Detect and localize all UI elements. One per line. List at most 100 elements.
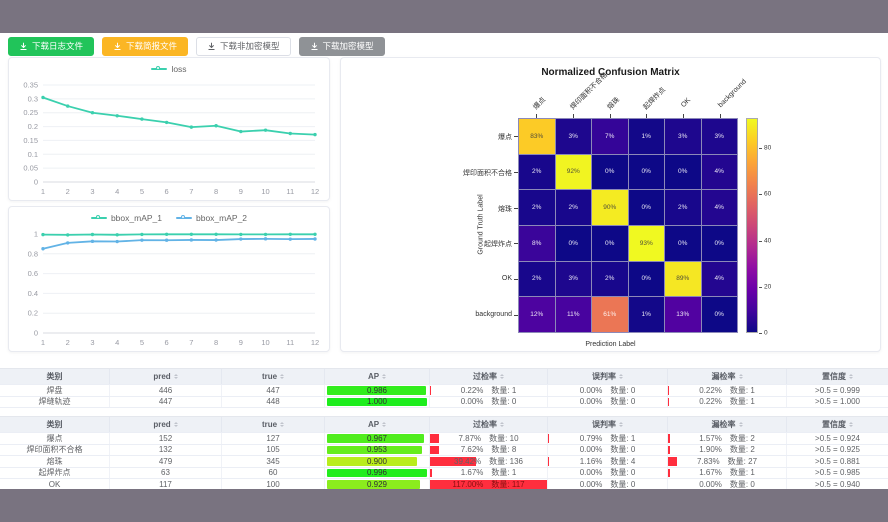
ap-bar — [327, 457, 417, 466]
column-header-AP[interactable]: AP — [325, 369, 430, 384]
column-header-过检率[interactable]: 过检率 — [430, 417, 548, 432]
cm-cell-2-5: 4% — [701, 190, 737, 225]
ap-bar — [327, 468, 427, 477]
legend-label: loss — [171, 64, 187, 74]
rate-percent: 0.00% — [460, 397, 484, 407]
rate-count: 数量: 1 — [610, 433, 636, 443]
ap-bar — [327, 480, 420, 489]
svg-text:0: 0 — [34, 329, 38, 338]
column-header-label: pred — [153, 420, 171, 429]
rate-bar — [668, 445, 671, 454]
rate-bar — [668, 468, 670, 477]
cm-column-label: 爆点 — [532, 96, 548, 112]
sort-caret-icon[interactable] — [500, 421, 504, 428]
cm-cell-0-0: 83% — [519, 119, 555, 154]
column-header-pred[interactable]: pred — [110, 417, 222, 432]
legend-item-loss[interactable]: loss — [151, 64, 187, 74]
rate-bar — [430, 434, 440, 443]
sort-caret-icon[interactable] — [849, 373, 853, 380]
column-header-类别: 类别 — [0, 369, 110, 384]
column-header-漏检率[interactable]: 漏检率 — [668, 417, 787, 432]
rate-percent: 0.00% — [579, 479, 603, 489]
column-header-true[interactable]: true — [222, 369, 325, 384]
sort-caret-icon[interactable] — [849, 421, 853, 428]
sort-caret-icon[interactable] — [382, 421, 387, 428]
cm-cell-0-3: 1% — [628, 119, 664, 154]
rate-bar — [430, 457, 477, 466]
cm-column-label: OK — [680, 96, 693, 109]
column-header-label: 过检率 — [473, 420, 497, 429]
sort-caret-icon[interactable] — [738, 421, 743, 428]
cm-cell-1-3: 0% — [628, 154, 664, 190]
sort-caret-icon[interactable] — [382, 373, 387, 380]
overkill-rate-cell: 7.62% 数量: 8 — [430, 444, 548, 455]
column-header-过检率[interactable]: 过检率 — [430, 369, 548, 384]
rate-bar — [668, 457, 678, 466]
confidence-cell: >0.5 = 0.881 — [815, 456, 860, 466]
rate-bar — [430, 386, 431, 395]
ap-bar — [327, 397, 427, 406]
miss-rate-cell: 1.90% 数量: 2 — [668, 444, 787, 455]
rate-percent: 0.22% — [699, 385, 722, 395]
legend-label: bbox_mAP_2 — [196, 213, 248, 223]
column-header-置信度[interactable]: 置信度 — [787, 369, 888, 384]
metrics-tables: 类别 pred true AP 过检率 误判率 漏检率 置信度 焊盘 446 447 0.986 0.2… — [0, 368, 888, 491]
svg-text:8: 8 — [214, 187, 218, 196]
download-button-4[interactable]: 下载加密模型 — [298, 37, 385, 56]
class-name-cell: 焊缝轨迹 — [0, 396, 110, 407]
sort-caret-icon[interactable] — [280, 421, 285, 428]
rate-bar — [548, 434, 549, 443]
cm-cell-3-1: 0% — [555, 226, 591, 261]
sort-caret-icon[interactable] — [619, 373, 623, 380]
cm-row-label: 焊印面积不合格 — [463, 169, 512, 177]
cm-cell-0-4: 3% — [665, 119, 701, 154]
sort-caret-icon[interactable] — [280, 373, 285, 380]
column-header-AP[interactable]: AP — [325, 417, 430, 432]
download-icon — [208, 42, 215, 50]
sort-caret-icon[interactable] — [173, 373, 178, 380]
window-top-bar — [0, 0, 888, 33]
sort-caret-icon[interactable] — [738, 373, 743, 380]
column-header-pred[interactable]: pred — [110, 369, 222, 384]
ap-value: 0.953 — [366, 445, 388, 455]
svg-text:1: 1 — [41, 187, 45, 196]
misjudge-rate-cell: 0.00% 数量: 0 — [548, 385, 668, 396]
confusion-matrix-card: Normalized Confusion Matrix 83% 3% 7% 1% 3% 3… — [340, 57, 881, 352]
rate-count: 数量: 0 — [610, 468, 636, 478]
cm-cell-3-3: 93% — [628, 226, 664, 261]
column-header-误判率[interactable]: 误判率 — [548, 369, 668, 384]
true-count-cell: 345 — [222, 456, 325, 467]
legend-item-bbox_mAP_1[interactable]: bbox_mAP_1 — [90, 213, 162, 223]
cm-cell-3-2: 0% — [592, 226, 628, 261]
svg-text:10: 10 — [261, 187, 269, 196]
svg-text:6: 6 — [165, 187, 169, 196]
sort-caret-icon[interactable] — [619, 421, 623, 428]
column-header-置信度[interactable]: 置信度 — [787, 417, 888, 432]
rate-count: 数量: 2 — [729, 445, 755, 455]
pred-count-cell: 479 — [110, 456, 222, 467]
download-button-label: 下载日志文件 — [32, 41, 84, 52]
confidence-cell: >0.5 = 1.000 — [815, 397, 860, 407]
column-header-true[interactable]: true — [222, 417, 325, 432]
ap-cell: 0.996 — [325, 467, 430, 478]
cm-column-label: background — [716, 78, 748, 109]
cm-cell-5-5: 0% — [701, 297, 737, 332]
column-header-漏检率[interactable]: 漏检率 — [668, 369, 787, 384]
column-header-误判率[interactable]: 误判率 — [548, 417, 668, 432]
download-button-3[interactable]: 下载非加密模型 — [196, 37, 291, 56]
download-button-2[interactable]: 下载简报文件 — [102, 37, 189, 56]
rate-percent: 7.83% — [696, 456, 720, 466]
rate-percent: 1.67% — [699, 468, 722, 478]
download-button-1[interactable]: 下载日志文件 — [8, 37, 95, 56]
cm-cell-0-2: 7% — [592, 119, 628, 154]
legend-ring-icon — [95, 215, 100, 219]
class-name-cell: 焊盘 — [0, 385, 110, 396]
overkill-rate-cell: 39.42% 数量: 136 — [430, 456, 548, 467]
rate-percent: 0.00% — [579, 468, 603, 478]
window-bottom-bar — [0, 489, 888, 522]
legend-item-bbox_mAP_2[interactable]: bbox_mAP_2 — [176, 213, 247, 223]
rate-bar — [430, 468, 432, 477]
miss-rate-cell: 0.22% 数量: 1 — [668, 396, 787, 407]
sort-caret-icon[interactable] — [500, 373, 504, 380]
sort-caret-icon[interactable] — [173, 421, 178, 428]
